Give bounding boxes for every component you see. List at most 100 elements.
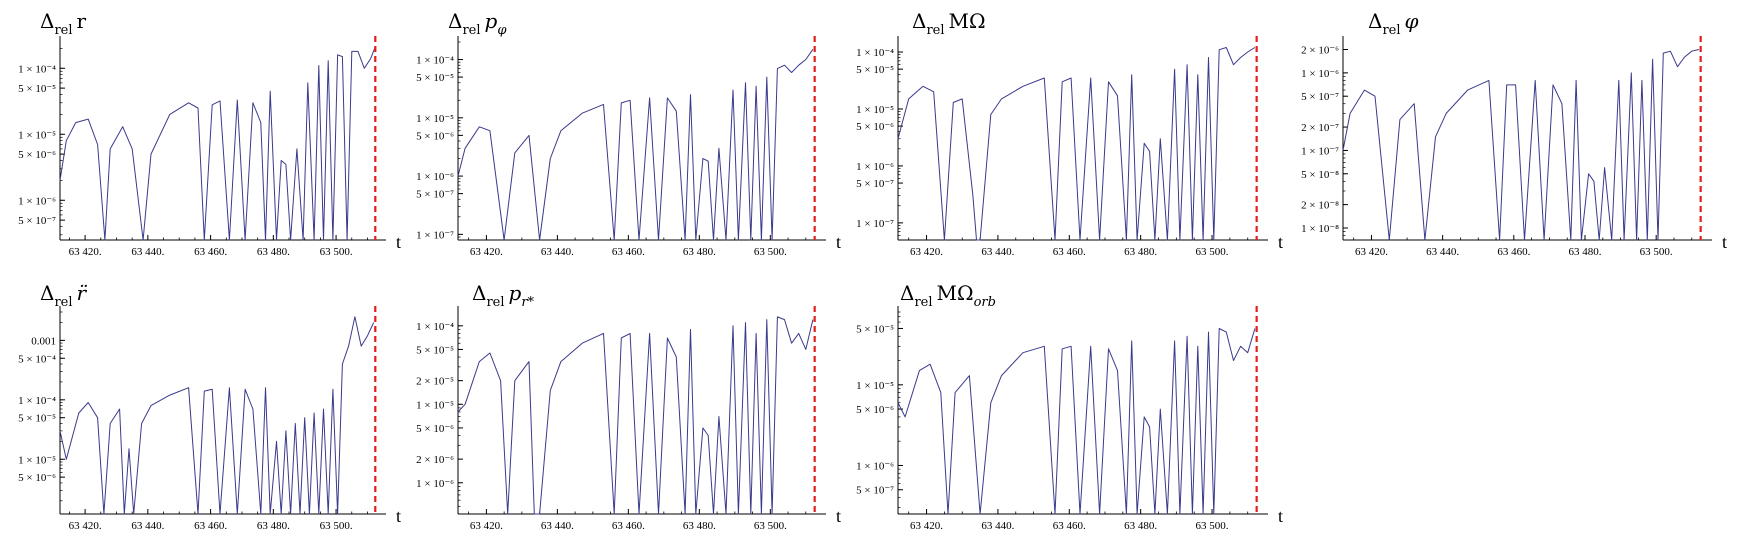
series-line xyxy=(457,49,814,241)
x-tick-label: 63 480. xyxy=(1569,246,1602,258)
series-line xyxy=(1342,49,1700,241)
y-tick-label: 1 × 10⁻⁵ xyxy=(856,380,894,392)
y-tick-label: 1 × 10⁻⁵ xyxy=(416,399,454,411)
y-tick-label: 1 × 10⁻⁶ xyxy=(1301,68,1339,80)
x-tick-label: 63 460. xyxy=(194,246,227,258)
x-axis-label: t xyxy=(396,232,401,252)
x-tick-label: 63 420. xyxy=(470,520,503,532)
title-delta: Δ xyxy=(40,281,54,305)
title-variable: MΩ xyxy=(937,281,974,305)
series-line xyxy=(59,316,375,515)
y-tick-label: 1 × 10⁻⁷ xyxy=(1301,145,1339,157)
chart-title: Δrel φ xyxy=(1368,9,1419,38)
y-tick-label: 5 × 10⁻⁶ xyxy=(18,149,56,161)
x-tick-label: 63 440. xyxy=(541,246,574,258)
x-tick-label: 63 460. xyxy=(1053,520,1086,532)
x-axis-label: t xyxy=(836,506,841,526)
chart-title: Δrel r̈ xyxy=(40,281,88,310)
y-tick-label: 5 × 10⁻⁶ xyxy=(856,121,894,133)
panel-delta-rel-M-omega-orb: Δrel MΩorb 63 420. 63 440. 63 460. 63 480. 63 … xyxy=(856,281,1283,532)
y-tick-label: 1 × 10⁻⁴ xyxy=(18,395,56,407)
x-axis-label: t xyxy=(1722,232,1727,252)
y-tick-label: 1 × 10⁻⁷ xyxy=(856,218,894,230)
x-tick-label: 63 480. xyxy=(1124,246,1157,258)
x-tick-label: 63 500. xyxy=(1640,246,1673,258)
y-tick-label: 2 × 10⁻⁵ xyxy=(416,376,454,388)
title-rel-subscript: rel xyxy=(486,295,504,310)
title-delta: Δ xyxy=(40,9,54,33)
panel-delta-rel-r-ddot: Δrel r̈ 63 420. 63 440. 63 460. 63 480. 63 500… xyxy=(18,281,401,532)
x-tick-label: 63 440. xyxy=(1426,246,1459,258)
x-axis-label: t xyxy=(1278,506,1283,526)
title-rel-subscript: rel xyxy=(1382,23,1400,38)
x-tick-label: 63 480. xyxy=(683,520,716,532)
x-tick-label: 63 500. xyxy=(1196,520,1229,532)
chart-title: Δrel MΩorb xyxy=(900,281,996,310)
y-tick-label: 1 × 10⁻⁸ xyxy=(1301,223,1339,235)
y-tick-label: 5 × 10⁻⁸ xyxy=(1301,169,1339,181)
title-variable-subscript: r* xyxy=(521,295,534,310)
chart-title: Δrel MΩ xyxy=(912,9,986,38)
x-tick-label: 63 440. xyxy=(131,520,164,532)
y-tick-label: 5 × 10⁻⁵ xyxy=(18,413,56,425)
y-tick-label: 1 × 10⁻⁴ xyxy=(18,63,56,75)
title-variable-subscript: orb xyxy=(974,295,996,310)
y-tick-label: 5 × 10⁻⁶ xyxy=(18,472,56,484)
y-tick-label: 5 × 10⁻⁵ xyxy=(416,72,454,84)
title-variable: r xyxy=(77,9,87,33)
x-axis-label: t xyxy=(1278,232,1283,252)
x-axis-label: t xyxy=(396,506,401,526)
y-tick-label: 2 × 10⁻⁶ xyxy=(416,454,454,466)
y-tick-label: 1 × 10⁻⁵ xyxy=(18,454,56,466)
y-tick-label: 1 × 10⁻⁶ xyxy=(856,161,894,173)
y-tick-label: 1 × 10⁻⁵ xyxy=(416,113,454,125)
y-tick-label: 1 × 10⁻⁶ xyxy=(856,460,894,472)
series-line xyxy=(897,328,1256,515)
panel-delta-rel-p-phi: Δrel pφ 63 420. 63 440. 63 460. 63 480. 63 500… xyxy=(416,9,841,258)
x-tick-label: 63 480. xyxy=(257,246,290,258)
y-tick-label: 5 × 10⁻⁵ xyxy=(856,323,894,335)
y-tick-label: 1 × 10⁻⁴ xyxy=(856,47,894,59)
title-variable: MΩ xyxy=(949,9,986,33)
y-tick-label: 5 × 10⁻⁷ xyxy=(18,215,56,227)
title-delta: Δ xyxy=(472,281,486,305)
title-delta: Δ xyxy=(1368,9,1382,33)
x-tick-label: 63 440. xyxy=(981,246,1014,258)
x-tick-label: 63 460. xyxy=(1497,246,1530,258)
y-tick-label: 1 × 10⁻⁶ xyxy=(416,478,454,490)
title-variable: p xyxy=(485,9,498,33)
chart-title: Δrel pφ xyxy=(448,9,507,38)
title-rel-subscript: rel xyxy=(462,23,480,38)
y-tick-label: 5 × 10⁻⁴ xyxy=(18,353,56,365)
y-tick-label: 1 × 10⁻⁷ xyxy=(416,229,454,241)
y-tick-label: 2 × 10⁻⁸ xyxy=(1301,200,1339,212)
x-tick-label: 63 440. xyxy=(131,246,164,258)
x-tick-label: 63 500. xyxy=(1196,246,1229,258)
y-tick-label: 0.001 xyxy=(31,335,56,347)
y-tick-label: 5 × 10⁻⁶ xyxy=(856,404,894,416)
y-tick-label: 2 × 10⁻⁶ xyxy=(1301,45,1339,57)
x-tick-label: 63 480. xyxy=(257,520,290,532)
x-axis-label: t xyxy=(836,232,841,252)
x-tick-label: 63 480. xyxy=(1124,520,1157,532)
title-delta: Δ xyxy=(900,281,914,305)
x-tick-label: 63 440. xyxy=(541,520,574,532)
y-tick-label: 5 × 10⁻⁵ xyxy=(18,83,56,95)
y-tick-label: 1 × 10⁻⁵ xyxy=(18,129,56,141)
x-tick-label: 63 500. xyxy=(320,520,353,532)
title-variable: r̈ xyxy=(77,281,88,305)
y-tick-label: 5 × 10⁻⁵ xyxy=(416,344,454,356)
x-tick-label: 63 420. xyxy=(69,520,102,532)
panel-delta-rel-p-rstar: Δrel pr* 63 420. 63 440. 63 460. 63 480. 63 50… xyxy=(416,281,841,532)
y-tick-label: 5 × 10⁻⁷ xyxy=(416,189,454,201)
x-tick-label: 63 420. xyxy=(1355,246,1388,258)
title-variable-subscript: φ xyxy=(497,23,507,38)
title-variable: p xyxy=(509,281,522,305)
y-tick-label: 5 × 10⁻⁶ xyxy=(416,130,454,142)
y-tick-label: 1 × 10⁻⁴ xyxy=(416,55,454,67)
title-rel-subscript: rel xyxy=(914,295,932,310)
panel-delta-rel-M-omega: Δrel MΩ 63 420. 63 440. 63 460. 63 480. 63 500… xyxy=(856,9,1283,258)
title-delta: Δ xyxy=(912,9,926,33)
title-rel-subscript: rel xyxy=(926,23,944,38)
